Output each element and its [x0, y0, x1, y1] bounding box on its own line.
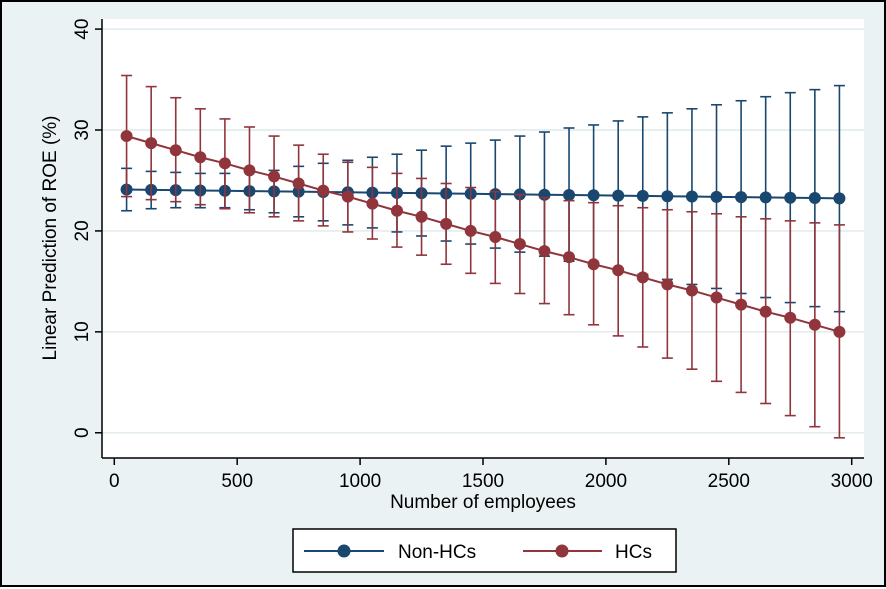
point-hcs-9	[341, 190, 354, 203]
x-tick-label-1000: 1000	[339, 471, 381, 492]
series-hcs	[120, 74, 846, 439]
point-hcs-25	[735, 298, 748, 311]
point-hcs-23	[685, 284, 698, 297]
y-tick-label-30: 30	[72, 119, 93, 140]
y-axis-title: Linear Prediction of ROE (%)	[40, 116, 61, 361]
x-tick-label-500: 500	[221, 471, 253, 492]
point-hcs-8	[317, 184, 330, 197]
point-hcs-28	[808, 318, 821, 331]
x-tick-label-2000: 2000	[585, 471, 627, 492]
point-non-hcs-27	[784, 191, 797, 204]
point-hcs-13	[440, 217, 453, 230]
point-hcs-22	[661, 278, 674, 291]
point-non-hcs-20	[612, 189, 625, 202]
point-non-hcs-26	[759, 191, 772, 204]
point-non-hcs-23	[685, 190, 698, 203]
series-layer	[120, 74, 846, 439]
point-hcs-1	[145, 137, 158, 150]
grid-lines	[102, 28, 864, 434]
point-non-hcs-21	[636, 189, 649, 202]
y-tick-label-20: 20	[72, 220, 93, 241]
legend-label-non-hcs: Non-HCs	[398, 542, 476, 563]
legend-marker-hcs	[555, 544, 569, 558]
plot-area	[102, 19, 864, 458]
point-hcs-4	[218, 157, 231, 170]
point-hcs-16	[513, 238, 526, 251]
point-hcs-15	[489, 230, 502, 243]
axes: 0 10 20 30 40 0 500 1000 1500 2000 2500 3000	[72, 19, 873, 492]
x-axis-title: Number of employees	[390, 492, 576, 513]
y-tick-label-0: 0	[72, 427, 93, 438]
point-hcs-10	[366, 197, 379, 210]
point-hcs-20	[612, 264, 625, 277]
point-non-hcs-24	[710, 190, 723, 203]
y-tick-label-40: 40	[72, 19, 93, 40]
point-non-hcs-19	[587, 189, 600, 202]
point-hcs-3	[194, 151, 207, 164]
point-non-hcs-25	[735, 191, 748, 204]
x-tick-label-0: 0	[109, 471, 120, 492]
point-non-hcs-22	[661, 190, 674, 203]
point-hcs-2	[169, 144, 182, 157]
point-hcs-27	[784, 311, 797, 324]
point-hcs-26	[759, 305, 772, 318]
point-hcs-24	[710, 291, 723, 304]
point-hcs-21	[636, 271, 649, 284]
x-tick-label-3000: 3000	[831, 471, 873, 492]
x-tick-label-2500: 2500	[708, 471, 750, 492]
point-hcs-18	[563, 251, 576, 264]
legend-label-hcs: HCs	[615, 542, 652, 563]
y-tick-label-10: 10	[72, 321, 93, 342]
point-hcs-5	[243, 164, 256, 177]
point-hcs-14	[464, 224, 477, 237]
point-hcs-11	[390, 204, 403, 217]
point-non-hcs-29	[833, 192, 846, 205]
point-hcs-6	[268, 170, 281, 183]
legend: Non-HCs HCs	[292, 528, 677, 573]
point-hcs-17	[538, 245, 551, 258]
point-hcs-0	[120, 130, 133, 143]
point-hcs-7	[292, 177, 305, 190]
point-non-hcs-18	[563, 189, 576, 202]
point-hcs-29	[833, 325, 846, 338]
point-non-hcs-28	[808, 192, 821, 205]
legend-marker-non-hcs	[337, 544, 351, 558]
point-hcs-12	[415, 210, 428, 223]
x-tick-label-1500: 1500	[462, 471, 504, 492]
point-hcs-19	[587, 258, 600, 271]
